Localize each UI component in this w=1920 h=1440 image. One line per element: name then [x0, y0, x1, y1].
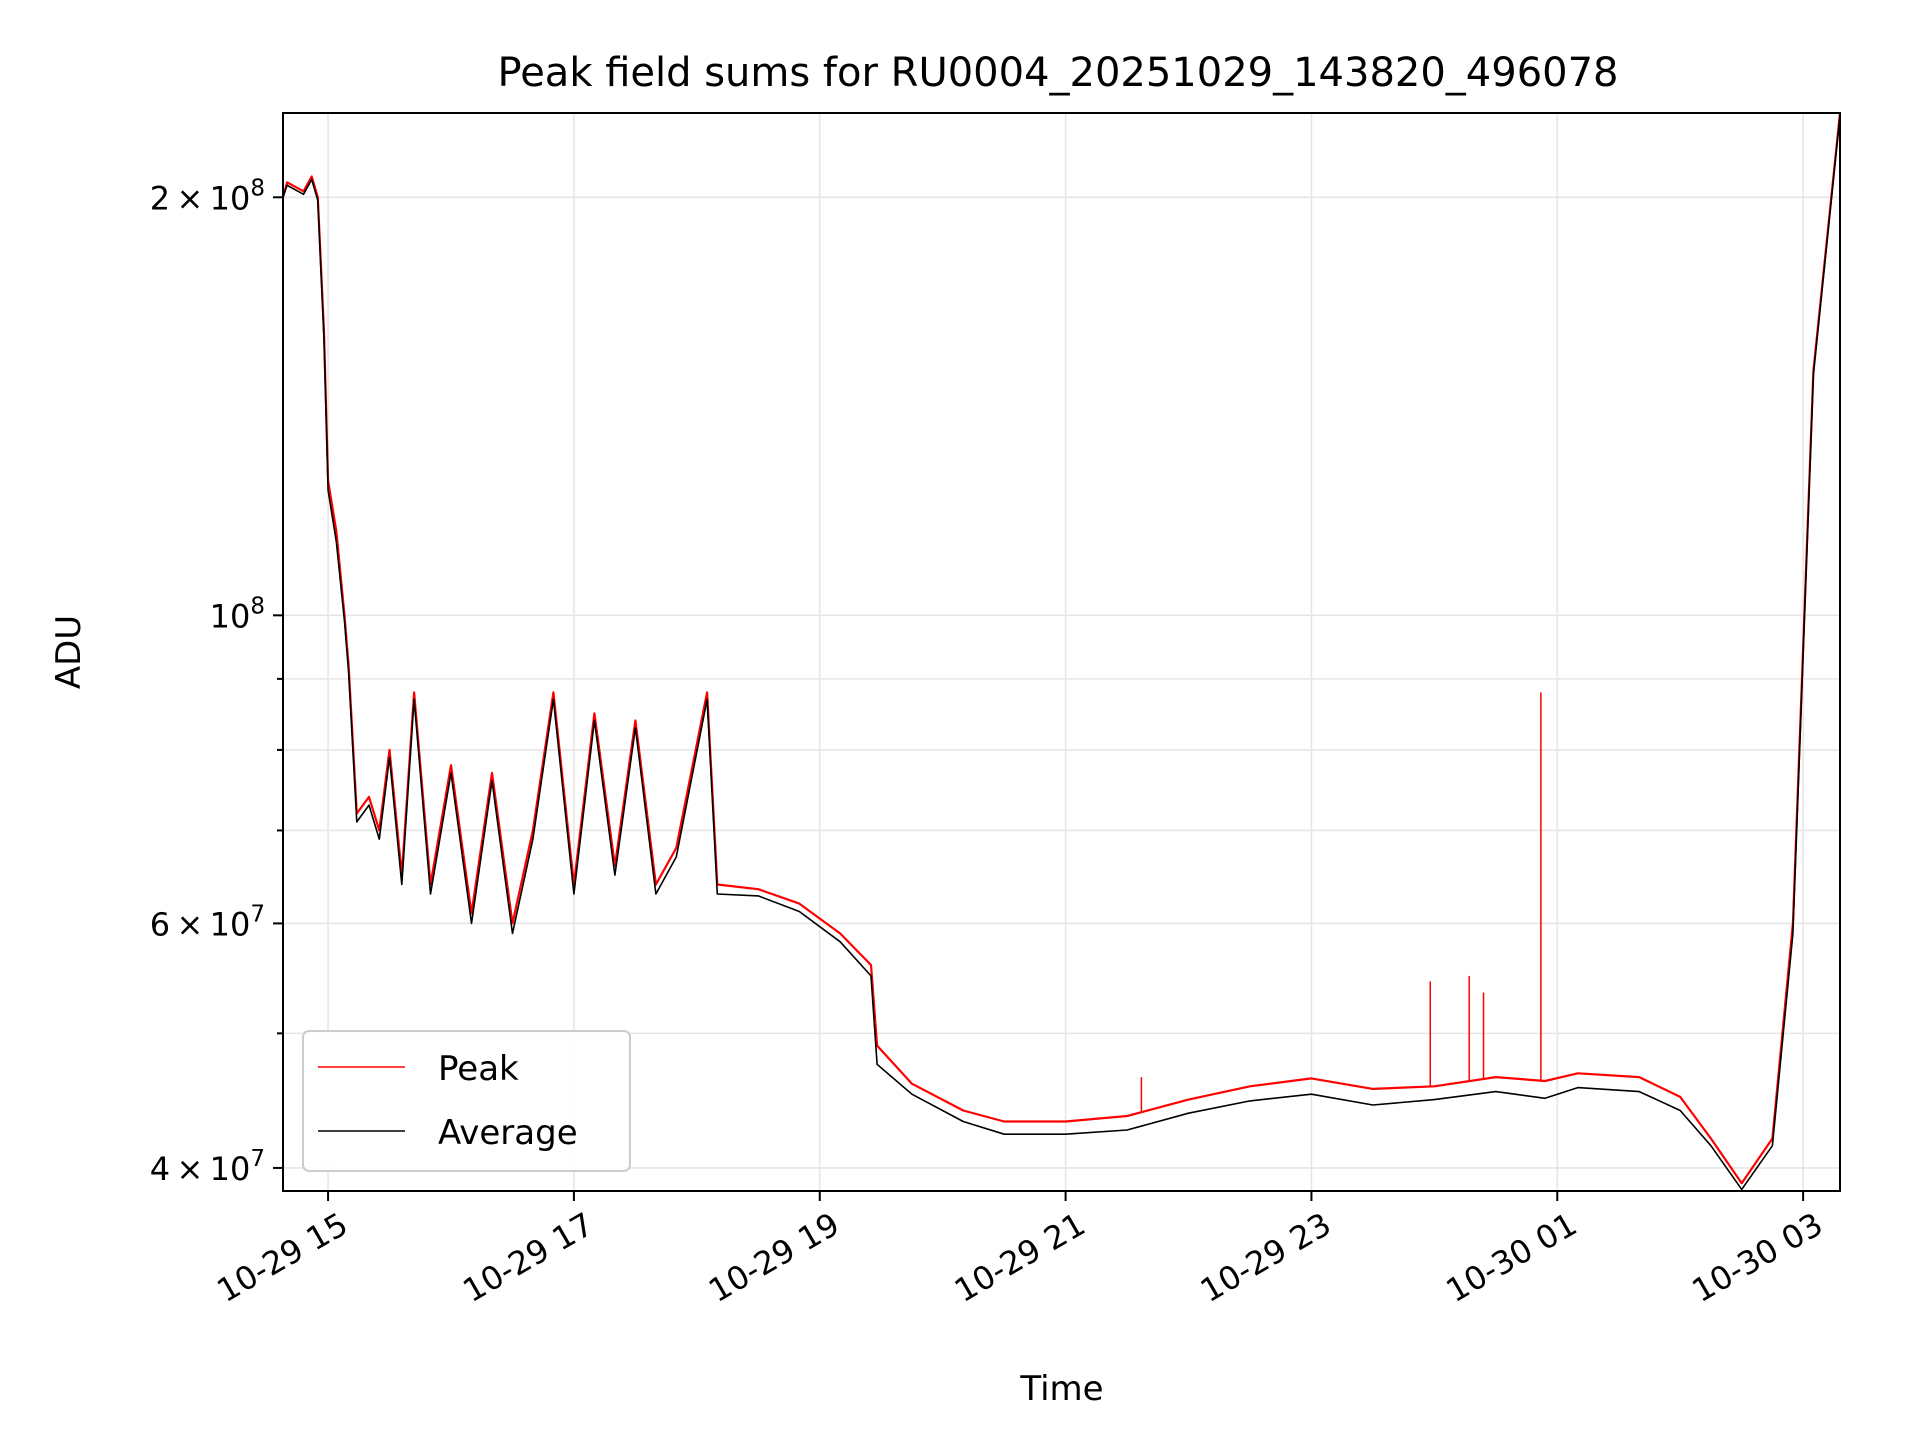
legend-box [302, 1030, 631, 1172]
x-tick-label: 10-29 19 [702, 1205, 846, 1310]
legend: Peak Average [302, 1030, 631, 1172]
legend-label-average: Average [438, 1113, 578, 1153]
y-tick-label: 4 × 107 [150, 1146, 265, 1188]
y-tick-label: 2 × 108 [150, 175, 265, 217]
y-tick-label: 108 [210, 593, 265, 635]
plot-frame [282, 112, 1841, 1192]
x-tick-label: 10-29 23 [1194, 1205, 1338, 1310]
series-line-peak [281, 112, 1842, 1185]
chart-title: Peak field sums for RU0004_20251029_1438… [498, 50, 1619, 96]
x-axis-ticks: 10-29 15 10-29 17 10-29 19 10-29 21 10-29 23… [210, 1191, 1829, 1310]
x-tick-label: 10-30 03 [1686, 1205, 1830, 1310]
y-tick-label: 6 × 107 [150, 901, 265, 943]
x-tick-label: 10-30 01 [1440, 1205, 1584, 1310]
x-tick-label: 10-29 15 [210, 1205, 354, 1310]
y-axis-label: ADU [49, 615, 89, 689]
x-tick-label: 10-29 21 [948, 1205, 1092, 1310]
series-line-average [282, 115, 1841, 1191]
y-axis-ticks: 2 × 108 108 6 × 107 4 × 107 [150, 175, 283, 1188]
grid [283, 113, 1840, 1191]
plot-series [281, 112, 1842, 1191]
x-axis-label: Time [1019, 1369, 1103, 1409]
legend-label-peak: Peak [438, 1049, 519, 1089]
x-tick-label: 10-29 17 [456, 1205, 600, 1310]
